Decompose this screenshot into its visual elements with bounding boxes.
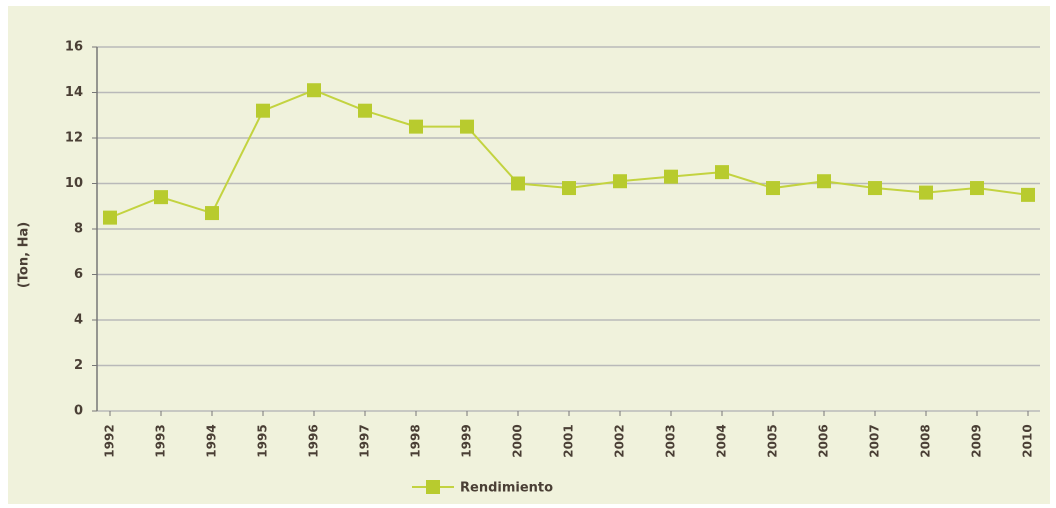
- y-tick-label: 8: [74, 222, 83, 237]
- y-tick-label: 6: [74, 267, 83, 282]
- data-point: [103, 210, 117, 225]
- y-tick-label: 12: [65, 131, 83, 146]
- data-point: [562, 181, 576, 196]
- chart-background: [8, 6, 1050, 504]
- y-tick-label: 4: [74, 313, 83, 328]
- x-tick-label: 2009: [970, 424, 984, 457]
- x-tick-label: 2007: [868, 424, 882, 457]
- data-point: [154, 190, 168, 205]
- legend-marker: [426, 480, 440, 494]
- x-tick-label: 2006: [817, 424, 831, 457]
- y-tick-label: 2: [74, 358, 83, 373]
- x-tick-label: 1997: [358, 424, 372, 457]
- x-tick-label: 1996: [307, 424, 321, 457]
- x-tick-label: 2004: [715, 424, 729, 457]
- data-point: [1021, 187, 1035, 202]
- data-point: [817, 174, 831, 189]
- data-point: [307, 83, 321, 98]
- x-tick-label: 2005: [766, 424, 780, 457]
- data-point: [970, 181, 984, 196]
- data-point: [409, 119, 423, 134]
- x-tick-label: 1992: [103, 424, 117, 457]
- x-tick-label: 2001: [562, 424, 576, 457]
- x-tick-label: 1993: [154, 424, 168, 457]
- data-point: [919, 185, 933, 200]
- data-point: [613, 174, 627, 189]
- x-tick-label: 2003: [664, 424, 678, 457]
- data-point: [664, 169, 678, 184]
- data-point: [766, 181, 780, 196]
- x-tick-label: 1995: [256, 424, 270, 457]
- x-tick-label: 1998: [409, 424, 423, 457]
- x-tick-label: 2010: [1021, 424, 1035, 457]
- data-point: [358, 103, 372, 118]
- data-point: [715, 165, 729, 180]
- data-point: [460, 119, 474, 134]
- y-tick-label: 0: [74, 404, 83, 419]
- x-tick-label: 2002: [613, 424, 627, 457]
- x-tick-label: 2000: [511, 424, 525, 457]
- y-tick-label: 10: [65, 176, 83, 191]
- legend-label: Rendimiento: [460, 481, 553, 496]
- x-tick-label: 2008: [919, 424, 933, 457]
- y-tick-label: 16: [65, 40, 83, 55]
- data-point: [205, 206, 219, 221]
- x-tick-label: 1999: [460, 424, 474, 457]
- data-point: [868, 181, 882, 196]
- data-point: [256, 103, 270, 118]
- data-point: [511, 176, 525, 191]
- x-tick-label: 1994: [205, 424, 219, 457]
- y-tick-label: 14: [65, 85, 83, 100]
- y-axis-label: (Ton, Ha): [17, 222, 32, 288]
